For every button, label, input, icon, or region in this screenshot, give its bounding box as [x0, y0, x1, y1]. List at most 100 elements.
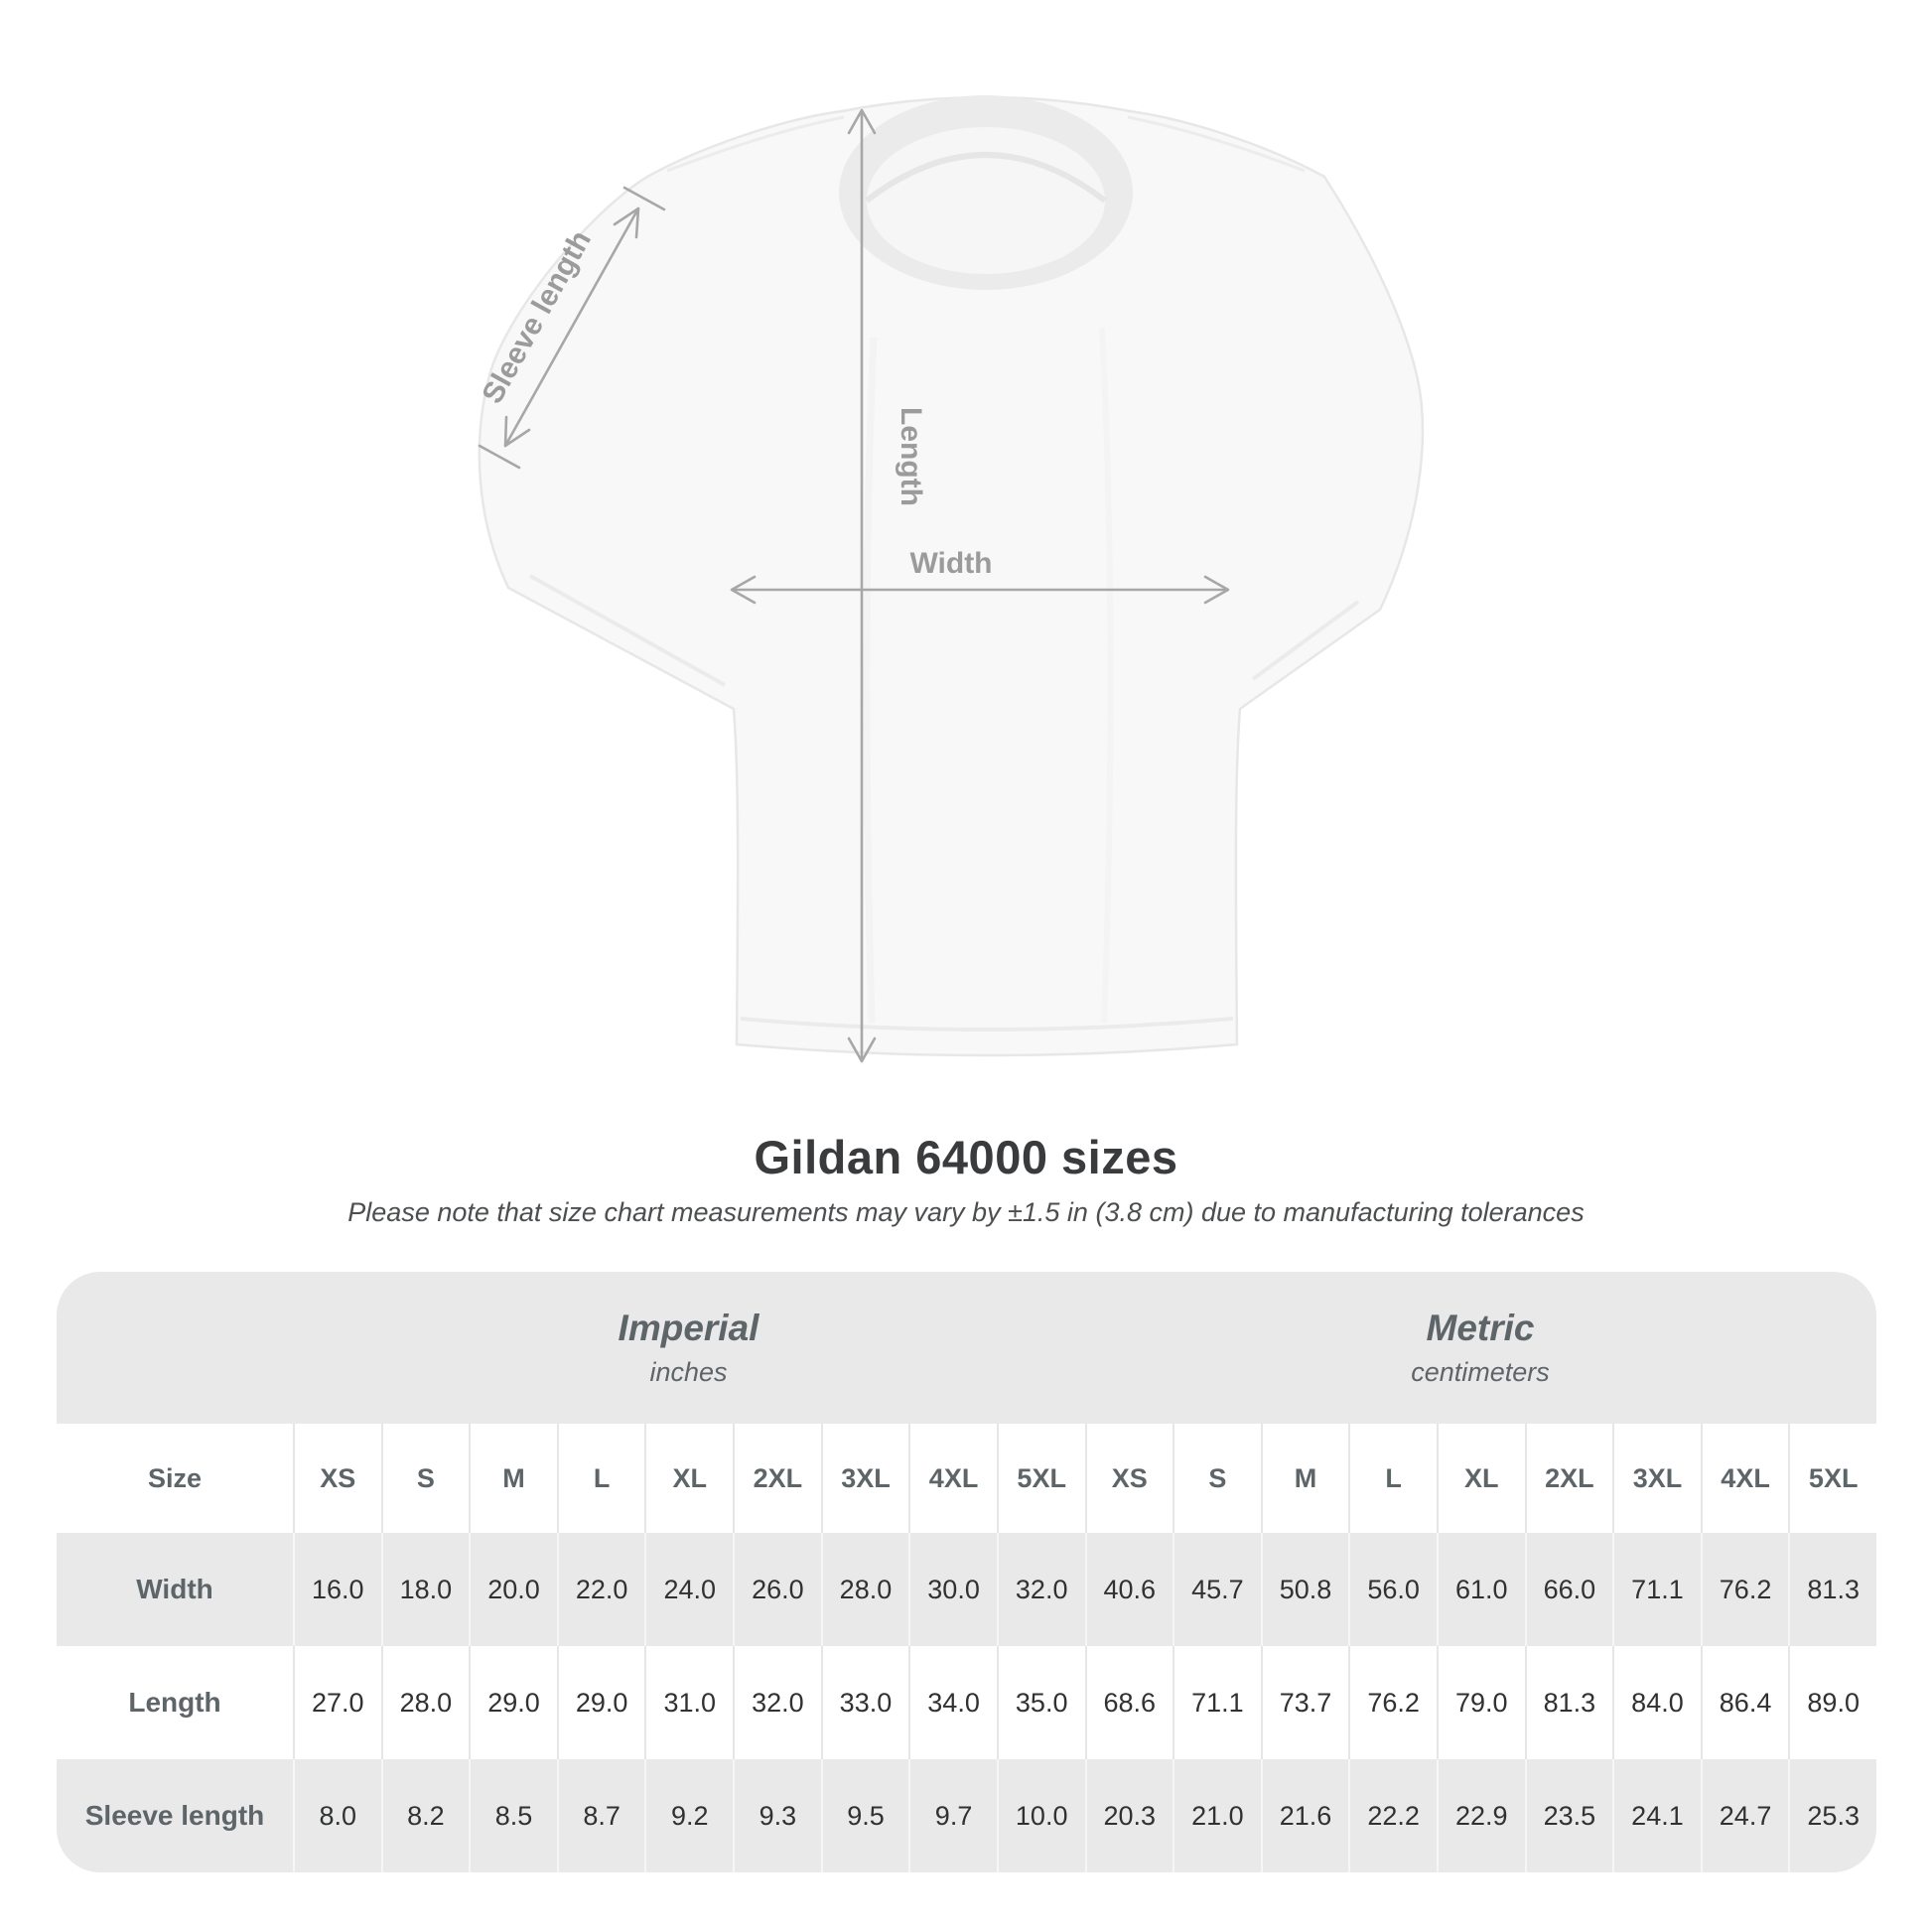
- width-imperial-5xl: 32.0: [996, 1533, 1085, 1646]
- sleeve-imperial-2xl: 9.3: [733, 1759, 821, 1872]
- size-header-row: Size XS S M L XL 2XL 3XL 4XL 5XL XS S M …: [57, 1424, 1876, 1533]
- length-imperial-3xl: 33.0: [820, 1646, 909, 1759]
- width-arrow: [730, 575, 1230, 605]
- length-metric-4xl: 86.4: [1700, 1646, 1789, 1759]
- sleeve-imperial-xl: 9.2: [644, 1759, 733, 1872]
- width-imperial-xs: 16.0: [293, 1533, 381, 1646]
- sleeve-length-row: Sleeve length 8.0 8.2 8.5 8.7 9.2 9.3 9.…: [57, 1759, 1876, 1872]
- left-shoulder-seam: [666, 115, 845, 173]
- size-header-imperial-l: L: [556, 1424, 645, 1533]
- width-metric-xl: 61.0: [1436, 1533, 1525, 1646]
- length-metric-2xl: 81.3: [1524, 1646, 1613, 1759]
- width-metric-5xl: 81.3: [1788, 1533, 1876, 1646]
- width-imperial-3xl: 28.0: [820, 1533, 909, 1646]
- table-header-band: Imperial inches Metric centimeters: [57, 1272, 1876, 1424]
- size-header-imperial-5xl: 5XL: [996, 1424, 1085, 1533]
- length-imperial-2xl: 32.0: [733, 1646, 821, 1759]
- width-metric-2xl: 66.0: [1524, 1533, 1613, 1646]
- length-imperial-5xl: 35.0: [996, 1646, 1085, 1759]
- size-column-header: Size: [147, 1462, 203, 1493]
- length-metric-xs: 68.6: [1084, 1646, 1173, 1759]
- sleeve-imperial-5xl: 10.0: [996, 1759, 1085, 1872]
- size-header-imperial-xs: XS: [293, 1424, 381, 1533]
- sleeve-metric-l: 22.2: [1348, 1759, 1437, 1872]
- size-header-metric-m: M: [1260, 1424, 1349, 1533]
- metric-header: Metric centimeters: [1084, 1272, 1876, 1424]
- sleeve-metric-m: 21.6: [1260, 1759, 1349, 1872]
- sleeve-metric-3xl: 24.1: [1612, 1759, 1701, 1872]
- width-metric-l: 56.0: [1348, 1533, 1437, 1646]
- sleeve-metric-s: 21.0: [1173, 1759, 1261, 1872]
- length-imperial-l: 29.0: [556, 1646, 645, 1759]
- page-title: Gildan 64000 sizes: [754, 1131, 1178, 1183]
- sleeve-imperial-xs: 8.0: [293, 1759, 381, 1872]
- width-label: Width: [909, 547, 992, 580]
- length-imperial-s: 28.0: [380, 1646, 470, 1759]
- sleeve-imperial-l: 8.7: [556, 1759, 645, 1872]
- left-sleeve-hem-seam: [529, 574, 726, 687]
- length-metric-xl: 79.0: [1436, 1646, 1525, 1759]
- size-header-metric-3xl: 3XL: [1612, 1424, 1701, 1533]
- size-header-metric-l: L: [1348, 1424, 1437, 1533]
- size-header-metric-xl: XL: [1436, 1424, 1525, 1533]
- length-imperial-4xl: 34.0: [908, 1646, 997, 1759]
- sleeve-imperial-m: 8.5: [469, 1759, 557, 1872]
- size-table: Imperial inches Metric centimeters Size …: [57, 1272, 1876, 1872]
- width-metric-4xl: 76.2: [1700, 1533, 1789, 1646]
- size-header-metric-xs: XS: [1084, 1424, 1173, 1533]
- sleeve-metric-xl: 22.9: [1436, 1759, 1525, 1872]
- sleeve-length-arrow: [478, 186, 666, 470]
- size-header-metric-s: S: [1173, 1424, 1261, 1533]
- width-imperial-4xl: 30.0: [908, 1533, 997, 1646]
- sleeve-imperial-s: 8.2: [380, 1759, 470, 1872]
- width-metric-xs: 40.6: [1084, 1533, 1173, 1646]
- length-metric-5xl: 89.0: [1788, 1646, 1876, 1759]
- size-header-metric-4xl: 4XL: [1700, 1424, 1789, 1533]
- width-row: Width 16.0 18.0 20.0 22.0 24.0 26.0 28.0…: [57, 1533, 1876, 1646]
- length-metric-3xl: 84.0: [1612, 1646, 1701, 1759]
- length-imperial-xl: 31.0: [644, 1646, 733, 1759]
- length-label: Length: [895, 407, 927, 506]
- imperial-header-unit: inches: [649, 1357, 728, 1387]
- size-header-imperial-4xl: 4XL: [908, 1424, 997, 1533]
- width-imperial-l: 22.0: [556, 1533, 645, 1646]
- width-metric-s: 45.7: [1173, 1533, 1261, 1646]
- length-metric-m: 73.7: [1260, 1646, 1349, 1759]
- sleeve-metric-5xl: 25.3: [1788, 1759, 1876, 1872]
- sleeve-length-row-label: Sleeve length: [84, 1800, 265, 1831]
- width-imperial-xl: 24.0: [644, 1533, 733, 1646]
- width-metric-3xl: 71.1: [1612, 1533, 1701, 1646]
- width-imperial-s: 18.0: [380, 1533, 470, 1646]
- length-metric-s: 71.1: [1173, 1646, 1261, 1759]
- width-imperial-2xl: 26.0: [733, 1533, 821, 1646]
- sleeve-metric-2xl: 23.5: [1524, 1759, 1613, 1872]
- size-header-imperial-3xl: 3XL: [820, 1424, 909, 1533]
- width-imperial-m: 20.0: [469, 1533, 557, 1646]
- metric-header-title: Metric: [1426, 1308, 1535, 1348]
- length-row-label: Length: [128, 1687, 221, 1718]
- collar-inner-shadow: [865, 152, 1107, 204]
- size-header-imperial-s: S: [380, 1424, 470, 1533]
- imperial-header-title: Imperial: [618, 1308, 759, 1348]
- size-header-imperial-2xl: 2XL: [733, 1424, 821, 1533]
- size-header-imperial-xl: XL: [644, 1424, 733, 1533]
- body-fold-shading-2: [1099, 327, 1114, 1024]
- width-row-label: Width: [136, 1574, 213, 1604]
- width-metric-m: 50.8: [1260, 1533, 1349, 1646]
- size-header-imperial-m: M: [469, 1424, 557, 1533]
- body-fold-shading: [863, 337, 878, 1024]
- length-metric-l: 76.2: [1348, 1646, 1437, 1759]
- right-shoulder-seam: [1127, 115, 1306, 173]
- sleeve-metric-4xl: 24.7: [1700, 1759, 1789, 1872]
- length-imperial-xs: 27.0: [293, 1646, 381, 1759]
- collar-opening: [867, 127, 1105, 274]
- length-row: Length 27.0 28.0 29.0 29.0 31.0 32.0 33.…: [57, 1646, 1876, 1759]
- right-sleeve-hem-seam: [1251, 600, 1360, 681]
- imperial-header: Imperial inches: [293, 1272, 1084, 1424]
- page-subtitle: Please note that size chart measurements…: [347, 1197, 1585, 1227]
- sleeve-imperial-4xl: 9.7: [908, 1759, 997, 1872]
- sleeve-metric-xs: 20.3: [1084, 1759, 1173, 1872]
- size-header-metric-2xl: 2XL: [1524, 1424, 1613, 1533]
- metric-header-unit: centimeters: [1411, 1357, 1550, 1387]
